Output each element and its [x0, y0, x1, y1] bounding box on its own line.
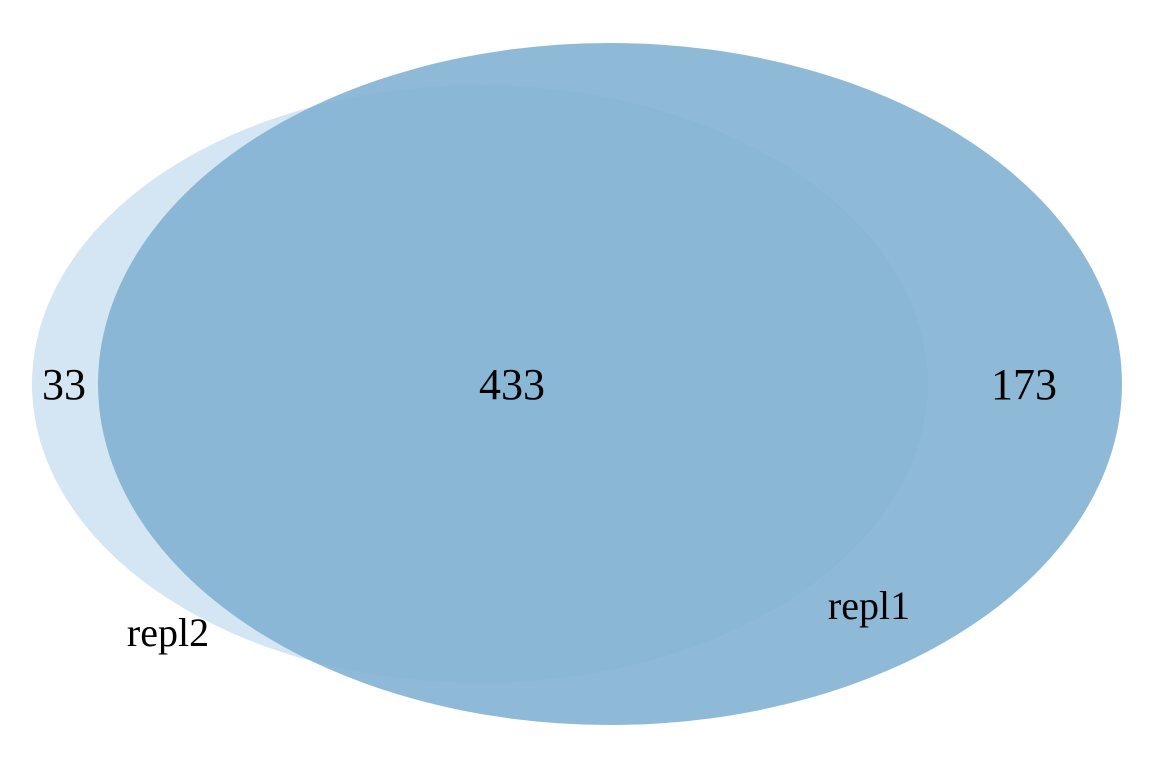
set-label-repl1: repl1 [828, 583, 910, 628]
repl1-only-count: 173 [991, 360, 1057, 409]
set-repl1-ellipse [98, 43, 1122, 725]
repl2-only-count: 33 [42, 360, 86, 409]
set-label-repl2: repl2 [127, 610, 209, 655]
intersection-count: 433 [479, 360, 545, 409]
